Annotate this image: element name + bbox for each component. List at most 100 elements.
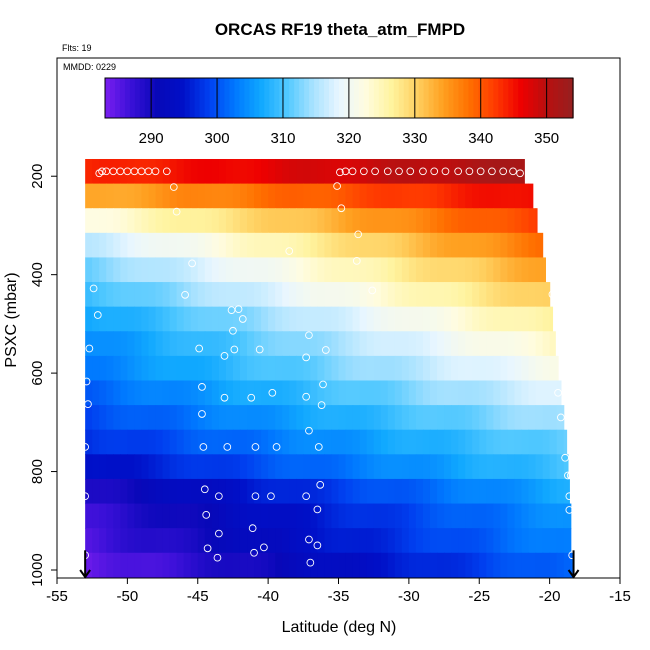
heatmap-cell — [162, 405, 171, 431]
heatmap-cell — [352, 183, 361, 209]
heatmap-cell — [218, 306, 227, 332]
colorbar-swatch — [189, 78, 196, 118]
heatmap-cell — [310, 528, 318, 554]
heatmap-cell — [500, 306, 508, 332]
colorbar-swatch — [453, 78, 460, 118]
heatmap-cell — [521, 552, 530, 578]
observation-point — [368, 286, 377, 295]
heatmap-cell — [225, 454, 234, 480]
heatmap-cell — [162, 232, 171, 259]
heatmap-cell — [162, 331, 171, 357]
heatmap-cell — [247, 355, 255, 382]
heatmap-cell — [197, 355, 206, 382]
colorbar-swatch — [403, 78, 410, 118]
heatmap-cell — [465, 282, 473, 308]
heatmap-cell — [92, 405, 100, 431]
heatmap-cell — [479, 158, 487, 185]
heatmap-cell — [289, 331, 297, 357]
observation-point — [98, 167, 106, 176]
colorbar-swatch — [289, 78, 295, 118]
heatmap-cell — [247, 405, 255, 431]
colorbar-swatch — [468, 78, 475, 118]
heatmap-cell — [85, 208, 93, 234]
colorbar-swatch — [219, 78, 226, 118]
heatmap-cell — [338, 331, 347, 357]
heatmap-cell — [275, 503, 283, 529]
heatmap-cell — [352, 257, 361, 283]
heatmap-cell — [303, 331, 311, 357]
heatmap-cell — [169, 306, 178, 332]
heatmap-cell — [444, 257, 452, 283]
heatmap-cell — [401, 355, 410, 382]
heatmap-cell — [415, 380, 424, 406]
heatmap-cell — [85, 282, 93, 308]
colorbar-swatch — [548, 78, 554, 118]
heatmap-cell — [493, 478, 501, 505]
heatmap-cell — [380, 232, 389, 259]
heatmap-cell — [352, 331, 361, 357]
heatmap-cell — [352, 306, 361, 332]
heatmap-cell — [451, 405, 459, 431]
heatmap-cell — [458, 528, 466, 554]
heatmap-cell — [282, 552, 290, 578]
heatmap-cell — [310, 282, 318, 308]
heatmap-cell — [331, 306, 340, 332]
heatmap-cell — [408, 380, 417, 406]
heatmap-cell — [429, 183, 438, 209]
heatmap-cell — [556, 454, 565, 480]
heatmap-cell — [563, 478, 570, 505]
heatmap-cell — [394, 306, 403, 332]
heatmap-cell — [415, 183, 424, 209]
heatmap-cell — [324, 405, 333, 431]
heatmap-cell — [232, 355, 241, 382]
heatmap-cell — [92, 503, 100, 529]
heatmap-cell — [225, 380, 234, 406]
heatmap-cell — [148, 478, 157, 505]
heatmap-cell — [99, 306, 107, 332]
observation-point — [354, 230, 363, 239]
heatmap-cell — [556, 478, 565, 505]
heatmap-cell — [317, 429, 326, 455]
heatmap-cell — [387, 528, 396, 554]
heatmap-cell — [535, 503, 544, 529]
heatmap-cell — [190, 405, 199, 431]
heatmap-cell — [429, 528, 438, 554]
heatmap-cell — [113, 331, 121, 357]
heatmap-cell — [134, 429, 143, 455]
heatmap-cell — [500, 208, 508, 234]
heatmap-cell — [479, 528, 487, 554]
heatmap-cell — [106, 405, 114, 431]
heatmap-cell — [451, 380, 459, 406]
colorbar-tick-label: 350 — [534, 130, 559, 147]
south-end-arrow — [79, 550, 91, 579]
colorbar-swatch — [538, 78, 544, 118]
heatmap-cell — [528, 355, 537, 382]
heatmap-cell — [169, 528, 178, 554]
heatmap-cell — [366, 257, 375, 283]
colorbar-swatch — [358, 78, 365, 118]
observation-point — [430, 167, 439, 176]
heatmap-cell — [556, 429, 565, 455]
heatmap-cell — [401, 478, 410, 505]
heatmap-cell — [127, 183, 136, 209]
heatmap-cell — [155, 380, 164, 406]
heatmap-cell — [296, 454, 304, 480]
heatmap-cell — [211, 454, 220, 480]
heatmap-cell — [401, 405, 410, 431]
heatmap-cell — [437, 158, 445, 185]
heatmap-cell — [310, 355, 318, 382]
heatmap-cell — [493, 257, 501, 283]
heatmap-cell — [542, 503, 551, 529]
heatmap-cell — [113, 306, 121, 332]
heatmap-cell — [317, 503, 326, 529]
heatmap-cell — [310, 331, 318, 357]
heatmap-cell — [380, 503, 389, 529]
heatmap-cell — [113, 552, 121, 578]
heatmap-cell — [521, 208, 530, 234]
heatmap-cell — [507, 528, 516, 554]
observation-point — [465, 167, 474, 176]
heatmap-cell — [437, 552, 445, 578]
heatmap-cell — [345, 380, 354, 406]
y-axis-label: PSXC (mbar) — [3, 272, 20, 367]
x-tick-label: -45 — [187, 588, 209, 605]
